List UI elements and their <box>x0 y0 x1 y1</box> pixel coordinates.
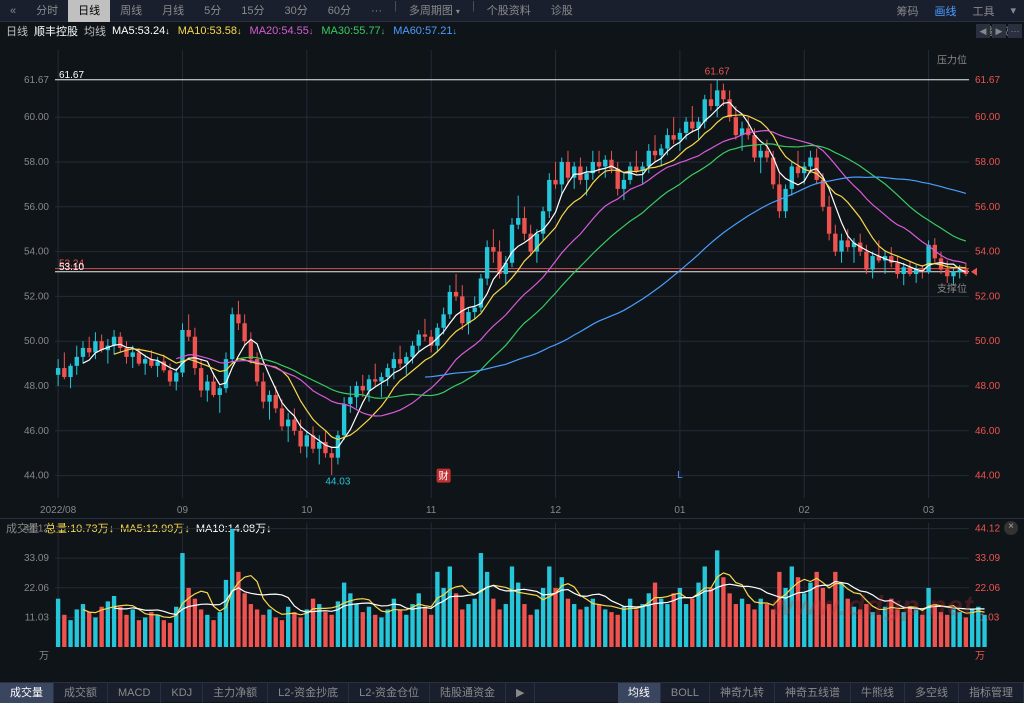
svg-text:支撑位: 支撑位 <box>937 282 967 295</box>
svg-text:22.06: 22.06 <box>975 583 1000 594</box>
stock-info-bar: 日线 顺丰控股 均线 MA5:53.24↓ MA10:53.58↓ MA20:54.… <box>0 22 1024 40</box>
indicator-tab[interactable]: L2-资金抄底 <box>268 683 349 703</box>
nav-back-icon[interactable]: « <box>0 0 26 22</box>
indicator-tab[interactable]: MACD <box>108 683 161 703</box>
svg-text:44.00: 44.00 <box>24 471 49 482</box>
svg-text:44.03: 44.03 <box>325 477 350 488</box>
svg-text:50.00: 50.00 <box>975 336 1000 347</box>
svg-text:44.12: 44.12 <box>975 524 1000 535</box>
svg-text:L: L <box>677 470 683 481</box>
svg-text:61.67: 61.67 <box>975 75 1000 86</box>
svg-text:61.67: 61.67 <box>705 67 730 78</box>
svg-text:万: 万 <box>975 651 985 662</box>
timeframe-tab-0[interactable]: 分时 <box>26 0 68 22</box>
svg-text:22.06: 22.06 <box>24 583 49 594</box>
ma-indicator: MA10:53.58↓ <box>178 25 242 37</box>
svg-text:万: 万 <box>39 651 49 662</box>
timeframe-tab-4[interactable]: 5分 <box>194 0 231 22</box>
indicator-tab[interactable]: 牛熊线 <box>851 683 905 703</box>
tools-dropdown-icon[interactable]: ▾ <box>1002 4 1024 17</box>
svg-text:压力位: 压力位 <box>937 53 967 66</box>
timeframe-tab-3[interactable]: 月线 <box>152 0 194 22</box>
indicator-tab[interactable]: BOLL <box>661 683 710 703</box>
svg-text:46.00: 46.00 <box>975 426 1000 437</box>
svg-text:33.09: 33.09 <box>24 553 49 564</box>
svg-text:50.00: 50.00 <box>24 336 49 347</box>
svg-text:33.09: 33.09 <box>975 553 1000 564</box>
expand-left-icon[interactable]: ▶ <box>506 683 535 703</box>
ma-indicator: MA20:54.55↓ <box>250 25 314 37</box>
svg-text:46.00: 46.00 <box>24 426 49 437</box>
svg-text:52.00: 52.00 <box>24 291 49 302</box>
indicator-tab[interactable]: 陆股通资金 <box>430 683 506 703</box>
svg-text:12: 12 <box>550 505 562 516</box>
svg-text:61.67: 61.67 <box>59 70 84 81</box>
volume-chart[interactable]: 成交量 总量:10.73万↓ MA5:12.99万↓ MA10:14.08万↓ … <box>0 518 1024 682</box>
svg-text:02: 02 <box>799 505 811 516</box>
indicator-tab[interactable]: 成交量 <box>0 683 54 703</box>
watermark: www.ddgp.net <box>772 590 974 622</box>
svg-text:01: 01 <box>674 505 686 516</box>
ma-indicator: MA30:55.77↓ <box>321 25 385 37</box>
ma-indicator: MA60:57.21↓ <box>393 25 457 37</box>
svg-text:56.00: 56.00 <box>24 202 49 213</box>
timeframe-tab-11[interactable]: 诊股 <box>541 0 583 22</box>
svg-text:03: 03 <box>923 505 935 516</box>
svg-text:53.10: 53.10 <box>59 262 84 273</box>
chips-button[interactable]: 筹码 <box>888 3 926 19</box>
indicator-tab[interactable]: 多空线 <box>905 683 959 703</box>
bottom-indicator-bar: 成交量成交额MACDKDJ主力净额L2-资金抄底L2-资金仓位陆股通资金 ▶ 均… <box>0 682 1024 702</box>
timeframe-tab-1[interactable]: 日线 <box>68 0 110 22</box>
timeframe-tab-2[interactable]: 周线 <box>110 0 152 22</box>
timeframe-tab-6[interactable]: 30分 <box>275 0 318 22</box>
kline-type-label: 日线 <box>6 23 28 39</box>
drawline-button[interactable]: 画线 <box>926 3 964 19</box>
svg-text:44.00: 44.00 <box>975 471 1000 482</box>
svg-text:58.00: 58.00 <box>24 157 49 168</box>
timeframe-tab-8[interactable]: ··· <box>361 0 392 22</box>
indicator-tab[interactable]: 均线 <box>618 683 661 703</box>
timeframe-tab-7[interactable]: 60分 <box>318 0 361 22</box>
indicator-tab[interactable]: 神奇九转 <box>710 683 775 703</box>
svg-text:10: 10 <box>301 505 313 516</box>
svg-text:09: 09 <box>177 505 189 516</box>
svg-text:56.00: 56.00 <box>975 202 1000 213</box>
indicator-tab[interactable]: KDJ <box>161 683 203 703</box>
svg-text:11: 11 <box>426 505 437 516</box>
indicator-tab[interactable]: 指标管理 <box>959 683 1024 703</box>
svg-text:11.03: 11.03 <box>25 612 50 623</box>
nav-arrows: ◀ ▶ ⋯ <box>976 24 1022 38</box>
svg-text:2022/08: 2022/08 <box>40 505 77 516</box>
svg-text:60.00: 60.00 <box>24 112 49 123</box>
svg-text:44.12: 44.12 <box>24 524 49 535</box>
top-timeframe-bar: « 分时日线周线月线5分15分30分60分···|多周期图 ▾|个股资料诊股 筹… <box>0 0 1024 22</box>
svg-text:54.00: 54.00 <box>24 247 49 258</box>
ma-label: 均线 <box>84 23 106 39</box>
timeframe-tab-5[interactable]: 15分 <box>231 0 274 22</box>
svg-text:52.00: 52.00 <box>975 291 1000 302</box>
svg-text:48.00: 48.00 <box>975 381 1000 392</box>
indicator-tab[interactable]: 神奇五线谱 <box>775 683 851 703</box>
stock-name: 顺丰控股 <box>34 23 78 39</box>
svg-text:财: 财 <box>439 470 449 483</box>
svg-text:58.00: 58.00 <box>975 157 1000 168</box>
nav-left-icon[interactable]: ◀ <box>976 24 990 38</box>
indicator-tab[interactable]: L2-资金仓位 <box>349 683 430 703</box>
svg-text:48.00: 48.00 <box>24 381 49 392</box>
indicator-tab[interactable]: 成交额 <box>54 683 108 703</box>
price-chart[interactable]: 44.00 44.00 46.00 46.00 48.00 48.00 50.00 50.00… <box>0 40 1024 518</box>
indicator-tab[interactable]: 主力净额 <box>203 683 268 703</box>
ma-indicator: MA5:53.24↓ <box>112 25 170 37</box>
timeframe-tab-10[interactable]: 个股资料 <box>477 0 541 22</box>
svg-text:61.67: 61.67 <box>24 75 49 86</box>
svg-text:60.00: 60.00 <box>975 112 1000 123</box>
nav-right-icon[interactable]: ▶ <box>992 24 1006 38</box>
timeframe-tab-9[interactable]: 多周期图 ▾ <box>399 0 470 22</box>
tools-button[interactable]: 工具 <box>964 3 1002 19</box>
nav-more-icon[interactable]: ⋯ <box>1008 24 1022 38</box>
svg-text:54.00: 54.00 <box>975 247 1000 258</box>
